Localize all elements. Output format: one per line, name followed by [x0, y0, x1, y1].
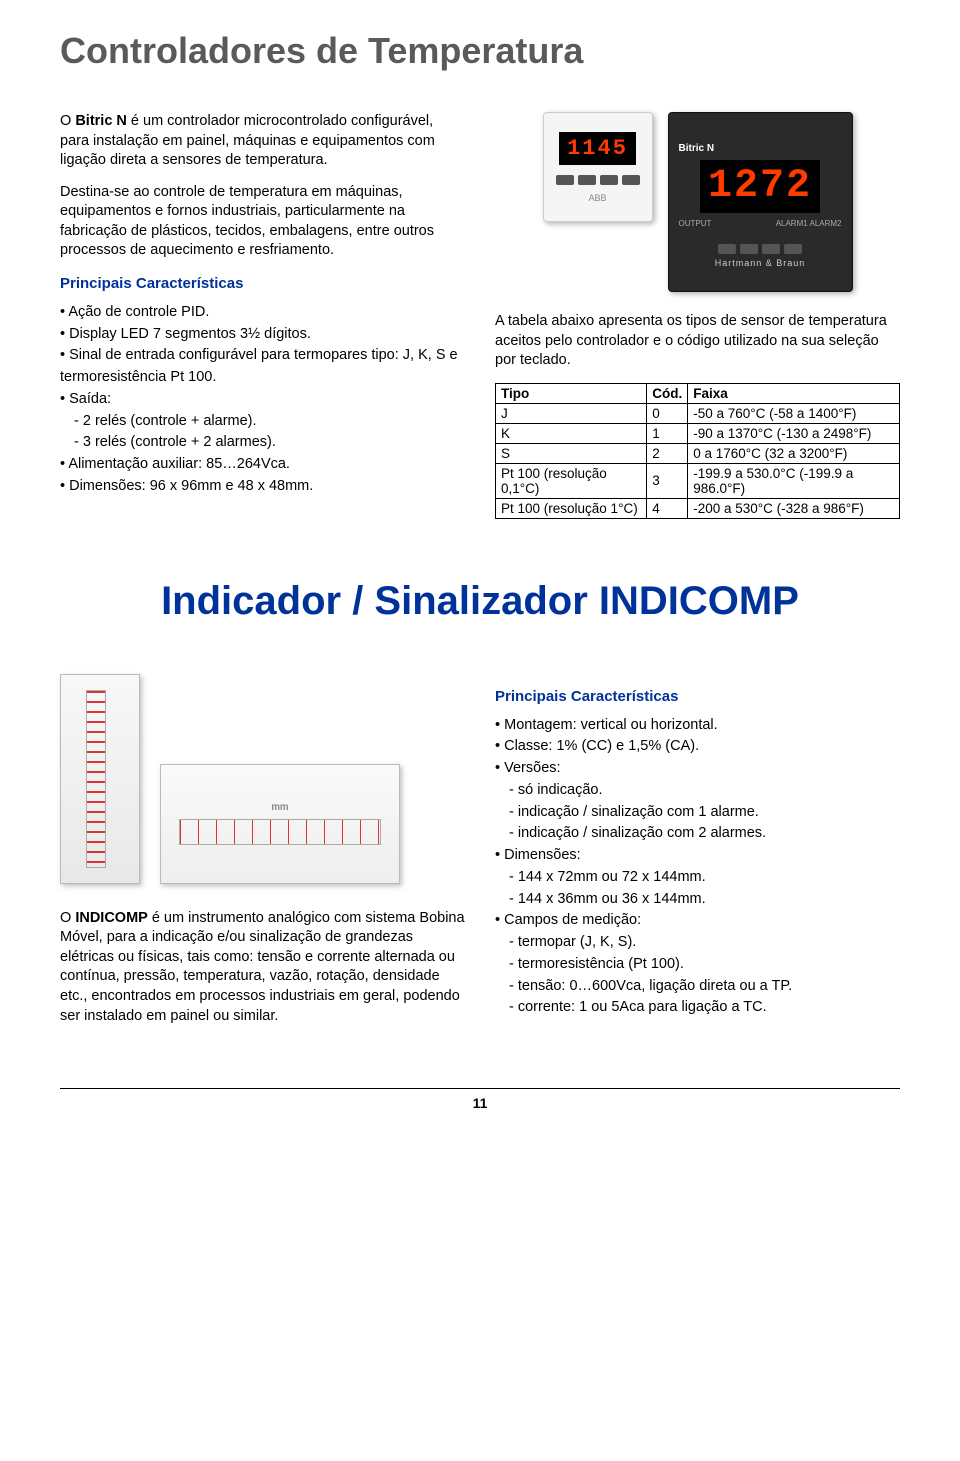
feature-item: Ação de controle PID.	[60, 302, 465, 324]
meter-unit-label: mm	[272, 802, 289, 813]
feature-list-2: Montagem: vertical ou horizontal. Classe:…	[495, 715, 900, 1020]
table-cell: 3	[647, 463, 688, 498]
table-row: K1-90 a 1370°C (-130 a 2498°F)	[496, 423, 900, 443]
table-row: S20 a 1760°C (32 a 3200°F)	[496, 443, 900, 463]
alarm-label: ALARM1 ALARM2	[776, 219, 842, 228]
feature-item: Versões:- só indicação.- indicação / sin…	[495, 758, 900, 845]
feature-item: Dimensões: - 144 x 72mm ou 72 x 144mm.- 1…	[495, 845, 900, 910]
feature-sub: - só indicação.	[495, 780, 900, 802]
feature-item: Classe: 1% (CC) e 1,5% (CA).	[495, 736, 900, 758]
device-large-image: Bitric N 1272 OUTPUT ALARM1 ALARM2 Hartm…	[668, 112, 853, 292]
pc-heading-1: Principais Características	[60, 275, 465, 292]
device-brand-label: Hartmann & Braun	[715, 258, 806, 268]
meter-scale-icon	[179, 819, 381, 845]
feature-item: Display LED 7 segmentos 3½ dígitos.	[60, 324, 465, 346]
intro2-prefix: O	[60, 910, 75, 926]
table-cell: 1	[647, 423, 688, 443]
table-cell: -199.9 a 530.0°C (-199.9 a 986.0°F)	[688, 463, 900, 498]
feature-sub: - 3 relés (controle + 2 alarmes).	[60, 432, 465, 454]
feature-sub: - indicação / sinalização com 1 alarme.	[495, 802, 900, 824]
sensor-table: Tipo Cód. Faixa J0-50 a 760°C (-58 a 140…	[495, 383, 900, 519]
feature-label: Versões:	[504, 760, 560, 776]
meter-horizontal-image: mm	[160, 764, 400, 884]
pc-heading-2: Principais Características	[495, 688, 900, 705]
table-intro: A tabela abaixo apresenta os tipos de se…	[495, 312, 900, 371]
device-model-label: Bitric N	[679, 143, 715, 154]
intro2-rest: é um instrumento analógico com sistema B…	[60, 910, 465, 1024]
device-buttons-icon	[718, 244, 802, 254]
section2-right: Principais Características Montagem: ver…	[495, 674, 900, 1038]
footer-rule	[60, 1088, 900, 1089]
page-title: Controladores de Temperatura	[60, 30, 900, 72]
table-cell: Pt 100 (resolução 1°C)	[496, 498, 647, 518]
section2-columns: mm O INDICOMP é um instrumento analógico…	[60, 674, 900, 1038]
th-cod: Cód.	[647, 383, 688, 403]
feature-label: Campos de medição:	[504, 912, 641, 928]
led-readout-large: 1272	[700, 160, 820, 213]
th-faixa: Faixa	[688, 383, 900, 403]
device-buttons-icon	[556, 175, 640, 185]
section1-left: O Bitric N é um controlador microcontrol…	[60, 112, 465, 519]
feature-sub: - 2 relés (controle + alarme).	[60, 411, 465, 433]
table-cell: 0	[647, 403, 688, 423]
feature-sub: - termopar (J, K, S).	[495, 932, 900, 954]
feature-item: Saída: - 2 relés (controle + alarme). - …	[60, 389, 465, 454]
table-row: Pt 100 (resolução 0,1°C)3-199.9 a 530.0°…	[496, 463, 900, 498]
feature-sub: - termoresistência (Pt 100).	[495, 954, 900, 976]
table-row: Pt 100 (resolução 1°C)4-200 a 530°C (-32…	[496, 498, 900, 518]
section1-right: 1145 ABB Bitric N 1272 OUTPUT ALARM1 ALA…	[495, 112, 900, 519]
device-brand-label: ABB	[588, 193, 606, 203]
table-cell: 4	[647, 498, 688, 518]
section2-title: Indicador / Sinalizador INDICOMP	[60, 579, 900, 624]
feature-item: Sinal de entrada configurável para termo…	[60, 345, 465, 389]
feature-label: Classe: 1% (CC) e 1,5% (CA).	[504, 738, 699, 754]
intro-paragraph-2: Destina-se ao controle de temperatura em…	[60, 183, 465, 261]
intro1-prefix: O	[60, 113, 75, 129]
product-images: 1145 ABB Bitric N 1272 OUTPUT ALARM1 ALA…	[495, 112, 900, 292]
feature-label: Dimensões:	[504, 847, 581, 863]
table-row: J0-50 a 760°C (-58 a 1400°F)	[496, 403, 900, 423]
table-cell: 0 a 1760°C (32 a 3200°F)	[688, 443, 900, 463]
intro2-bold: INDICOMP	[75, 910, 148, 926]
table-cell: 2	[647, 443, 688, 463]
device-small-image: 1145 ABB	[543, 112, 653, 222]
feature-label: Montagem: vertical ou horizontal.	[504, 717, 718, 733]
output-label: OUTPUT	[679, 219, 712, 228]
table-cell: K	[496, 423, 647, 443]
indicomp-intro: O INDICOMP é um instrumento analógico co…	[60, 909, 465, 1026]
table-cell: -90 a 1370°C (-130 a 2498°F)	[688, 423, 900, 443]
feature-item: Alimentação auxiliar: 85…264Vca.	[60, 454, 465, 476]
feature-sub: - indicação / sinalização com 2 alarmes.	[495, 823, 900, 845]
section2-left: mm O INDICOMP é um instrumento analógico…	[60, 674, 465, 1038]
table-cell: -200 a 530°C (-328 a 986°F)	[688, 498, 900, 518]
feature-sub: - tensão: 0…600Vca, ligação direta ou a …	[495, 976, 900, 998]
table-cell: -50 a 760°C (-58 a 1400°F)	[688, 403, 900, 423]
table-cell: Pt 100 (resolução 0,1°C)	[496, 463, 647, 498]
feature-item: Montagem: vertical ou horizontal.	[495, 715, 900, 737]
feature-sub: - corrente: 1 ou 5Aca para ligação a TC.	[495, 997, 900, 1019]
table-cell: S	[496, 443, 647, 463]
feature-label: Saída:	[69, 391, 111, 407]
th-tipo: Tipo	[496, 383, 647, 403]
intro1-bold: Bitric N	[75, 113, 127, 129]
meter-vertical-image	[60, 674, 140, 884]
page-number: 11	[60, 1095, 900, 1111]
led-readout-small: 1145	[559, 132, 636, 165]
feature-item: Campos de medição:- termopar (J, K, S).-…	[495, 910, 900, 1019]
feature-list-1: Ação de controle PID. Display LED 7 segm…	[60, 302, 465, 498]
intro-paragraph-1: O Bitric N é um controlador microcontrol…	[60, 112, 465, 171]
feature-item: Dimensões: 96 x 96mm e 48 x 48mm.	[60, 476, 465, 498]
feature-sub: - 144 x 72mm ou 72 x 144mm.	[495, 867, 900, 889]
section1-columns: O Bitric N é um controlador microcontrol…	[60, 112, 900, 519]
table-cell: J	[496, 403, 647, 423]
feature-sub: - 144 x 36mm ou 36 x 144mm.	[495, 889, 900, 911]
indicomp-images: mm	[60, 674, 465, 884]
